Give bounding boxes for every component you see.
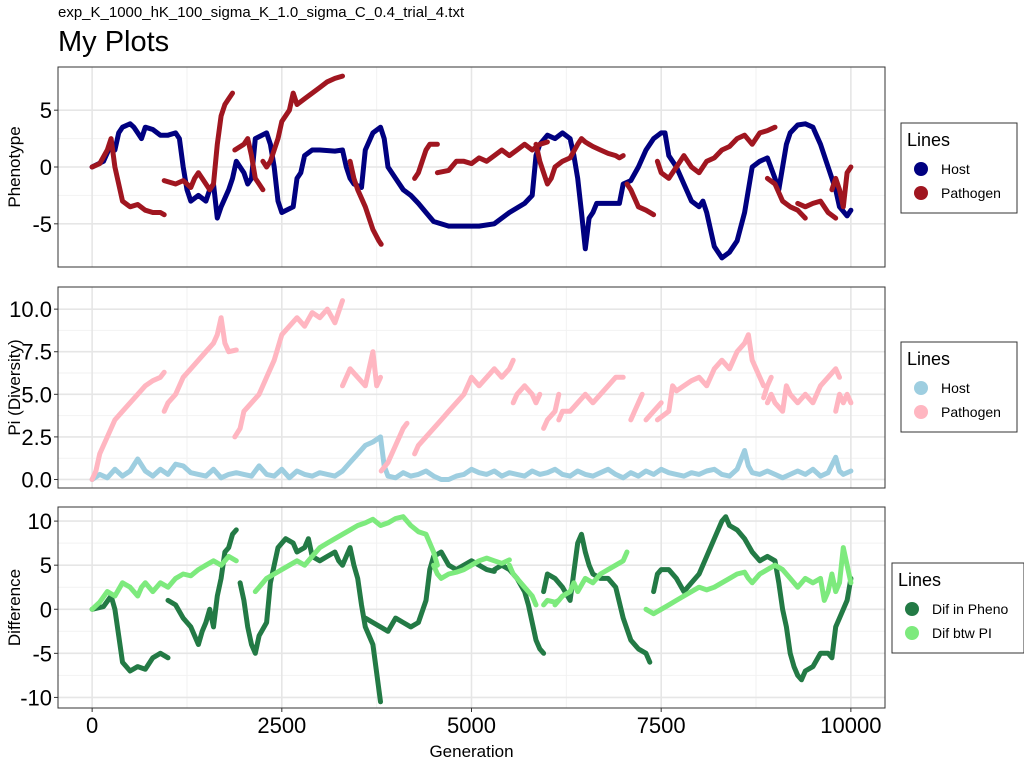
legend-title: Lines: [907, 349, 950, 369]
series-line-segment: [643, 545, 854, 617]
series-line-segment: [362, 549, 497, 634]
series-line-segment: [541, 391, 562, 431]
series-line-segment: [89, 434, 854, 482]
legend-label: Host: [941, 380, 970, 396]
series-line-segment: [340, 349, 383, 389]
series-pathogen: [89, 298, 854, 482]
series-line-segment: [628, 391, 645, 423]
y-tick-label: 5: [40, 553, 52, 578]
series-line-segment: [237, 536, 383, 705]
series-line-segment: [829, 164, 854, 210]
series-line-segment: [232, 136, 266, 193]
series-line-segment: [654, 124, 778, 181]
legend-label: Pathogen: [941, 185, 1001, 201]
x-tick-label: 0: [86, 713, 98, 738]
series-line-segment: [431, 555, 512, 581]
series-dif-btw-pi: [89, 514, 854, 617]
y-tick-label: 10: [28, 509, 52, 534]
series-line-segment: [510, 383, 543, 406]
legend-key: [914, 405, 928, 419]
series-host: [89, 121, 854, 261]
series-line-segment: [795, 198, 839, 221]
series-line-segment: [654, 332, 767, 423]
y-axis-label: Phenotype: [5, 126, 24, 207]
series-line-segment: [764, 175, 808, 221]
series-dif-in-pheno: [89, 514, 854, 705]
series-line-segment: [491, 562, 547, 656]
legend: Lines Host Pathogen: [900, 341, 1018, 433]
series-line-segment: [232, 298, 345, 440]
series-line-segment: [260, 73, 345, 170]
series-line-segment: [434, 139, 550, 176]
legend-key: [914, 381, 928, 395]
series-line-segment: [412, 357, 516, 457]
series-line-segment: [161, 90, 235, 193]
y-axis-label: Difference: [5, 569, 24, 646]
y-tick-label: 2.5: [21, 425, 52, 450]
series-line-segment: [506, 562, 539, 608]
y-tick-label: -10: [20, 685, 52, 710]
legend-label: Host: [941, 161, 970, 177]
x-axis-label: Generation: [429, 742, 513, 761]
series-line-segment: [89, 136, 167, 218]
series-line-segment: [833, 391, 854, 414]
series-line-segment: [533, 136, 626, 187]
series-line-segment: [89, 369, 167, 482]
series-line-segment: [556, 374, 626, 423]
series-line-segment: [651, 514, 854, 683]
legend-key: [914, 186, 928, 200]
series-line-segment: [165, 527, 239, 647]
panel-2: 0.0 2.5 5.0 7.5 10.0 Pi (Diversity): [5, 286, 886, 492]
series-line-segment: [89, 121, 854, 261]
y-tick-label: 7.5: [21, 340, 52, 365]
y-tick-label: 0.0: [21, 467, 52, 492]
y-tick-label: -5: [32, 641, 52, 666]
x-tick-label: 2500: [257, 713, 306, 738]
x-tick-label: 5000: [447, 713, 496, 738]
series-pathogen: [89, 73, 854, 247]
plot-title: My Plots: [58, 26, 170, 58]
series-line-segment: [378, 420, 410, 474]
y-tick-label: -5: [32, 212, 52, 237]
series-line-segment: [252, 514, 440, 595]
y-tick-label: 0: [40, 597, 52, 622]
panel-1: -5 0 5 Phenotype: [5, 66, 886, 268]
y-tick-label: 5: [40, 98, 52, 123]
y-tick-label: 0: [40, 155, 52, 180]
legend-label: Dif in Pheno: [932, 601, 1008, 617]
series-line-segment: [624, 181, 657, 218]
x-tick-label: 10000: [820, 713, 881, 738]
y-tick-label: 10.0: [9, 297, 52, 322]
series-line-segment: [161, 315, 239, 414]
legend-label: Pathogen: [941, 404, 1001, 420]
y-axis-label: Pi (Diversity): [5, 339, 24, 435]
series-line-segment: [541, 531, 653, 665]
legend-title: Lines: [907, 130, 950, 150]
legend-title: Lines: [898, 570, 941, 590]
series-line-segment: [643, 400, 664, 423]
legend-label: Dif btw PI: [932, 625, 992, 641]
y-tick-label: 5.0: [21, 382, 52, 407]
legend-key: [905, 602, 919, 616]
series-line-segment: [89, 593, 171, 674]
legend: Lines Host Pathogen: [900, 122, 1018, 214]
plot-subtitle: exp_K_1000_hK_100_sigma_K_1.0_sigma_C_0.…: [58, 4, 465, 21]
series-line-segment: [412, 141, 440, 181]
series-line-segment: [347, 158, 384, 247]
series-line-segment: [552, 549, 630, 608]
legend-key: [914, 162, 928, 176]
legend: Lines Dif in Pheno Dif btw PI: [891, 562, 1024, 654]
series-host: [89, 434, 854, 482]
panel-3: -10 -5 0 5 10 Difference 0 2500 5000 7500 10000 Gen…: [5, 506, 886, 761]
legend-key: [905, 626, 919, 640]
series-line-segment: [89, 553, 239, 612]
panel-border: [57, 286, 886, 489]
series-line-segment: [761, 374, 774, 401]
x-tick-label: 7500: [637, 713, 686, 738]
series-line-segment: [764, 366, 842, 414]
